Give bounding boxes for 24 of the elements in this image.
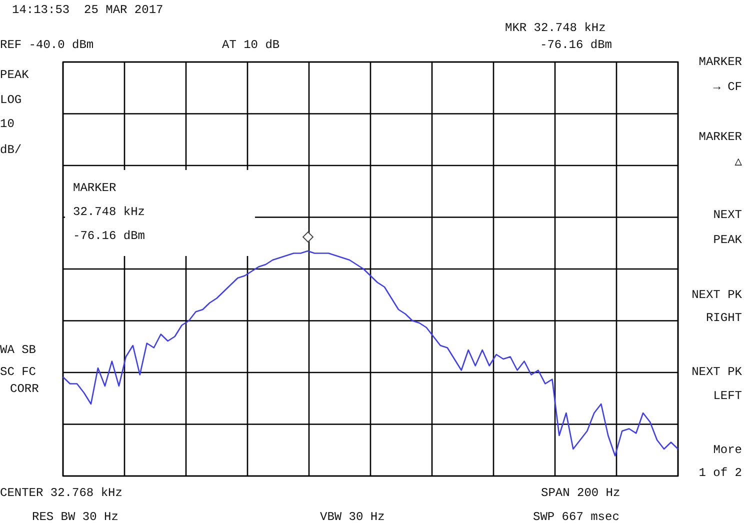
- text: AT 10 dB: [222, 38, 280, 52]
- text: CORR: [10, 382, 39, 396]
- text: MKR 32.748 kHz: [505, 21, 606, 36]
- text: More 1 of 2: [698, 443, 742, 480]
- text: -76.16 dBm: [540, 38, 612, 52]
- text: MARKER → CF: [698, 55, 742, 94]
- text: SC FC: [0, 365, 36, 380]
- text: SWP 667 msec: [533, 510, 620, 523]
- text: CENTER 32.768 kHz: [0, 486, 122, 500]
- text: MARKER △: [698, 130, 743, 170]
- text: VBW 30 Hz: [320, 510, 385, 523]
- text: RES BW 30 Hz: [32, 510, 118, 523]
- text: WA SB: [0, 343, 36, 358]
- text: MARKER 32.748 kHz -76.16 dBm: [73, 181, 146, 244]
- text: SPAN 200 Hz: [541, 486, 620, 500]
- text: NEXT PK LEFT: [692, 365, 743, 404]
- text: 10: [0, 117, 14, 132]
- text: dB/: [0, 143, 22, 158]
- text: NEXT PEAK: [713, 208, 743, 248]
- text: LOG: [0, 93, 22, 108]
- text: NEXT PK RIGHT: [692, 288, 743, 326]
- text: REF -40.0 dBm: [0, 38, 94, 52]
- text: 14:13:53 25 MAR 2017: [12, 3, 164, 18]
- text: PEAK: [0, 68, 30, 82]
